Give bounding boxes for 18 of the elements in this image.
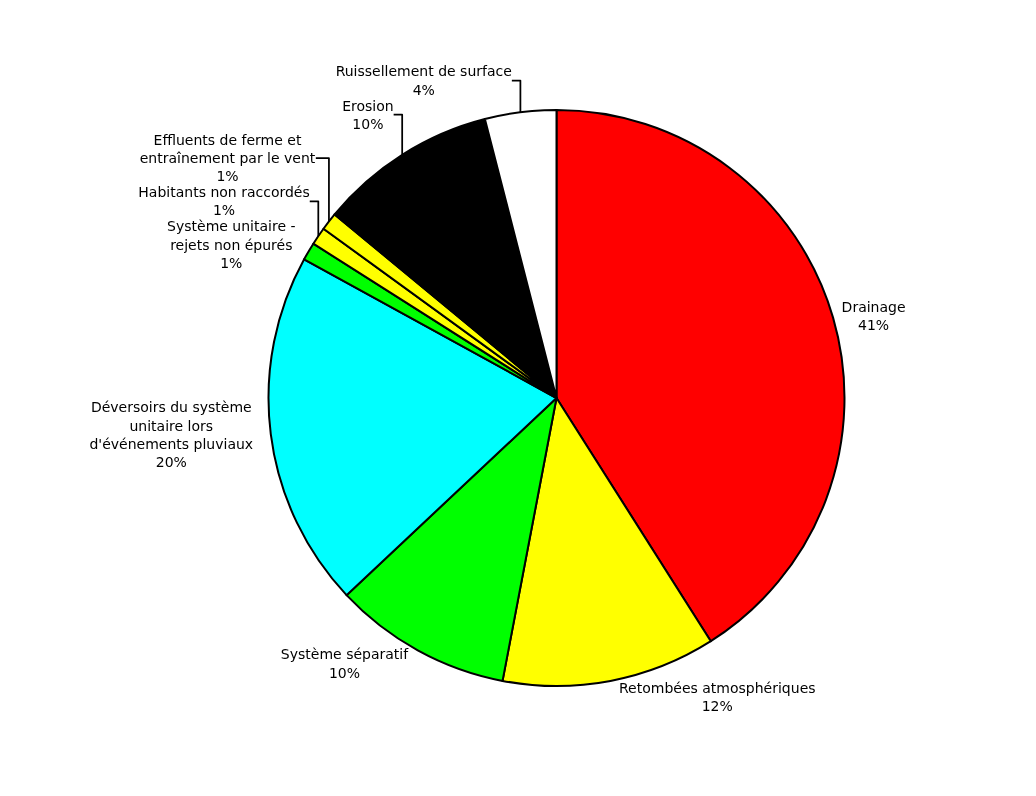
slice-label: Déversoirs du système unitaire lors d'événements pluviaux bbox=[89, 399, 254, 452]
data-label: 1% bbox=[212, 202, 236, 219]
slice-label: Drainage bbox=[841, 299, 906, 316]
data-label: 10% bbox=[352, 115, 384, 132]
slice-label: Ruissellement de surface bbox=[335, 63, 512, 80]
slice-label: Effluents de ferme et entraînement par le vent bbox=[139, 131, 316, 167]
slice-label: Habitants non raccordés bbox=[138, 184, 310, 201]
data-label: 20% bbox=[155, 453, 187, 470]
slice-label: Système séparatif bbox=[280, 646, 410, 663]
slice-label: Système unitaire - rejets non épurés bbox=[167, 218, 296, 253]
slice-label: Retombées atmosphériques bbox=[619, 680, 816, 697]
data-label: 12% bbox=[701, 698, 733, 715]
data-label: 1% bbox=[216, 168, 239, 185]
data-label: 4% bbox=[412, 81, 435, 98]
data-label: 10% bbox=[328, 664, 361, 681]
data-label: 1% bbox=[220, 254, 243, 271]
slice-label: Erosion bbox=[342, 97, 394, 114]
data-label: 41% bbox=[858, 317, 890, 334]
